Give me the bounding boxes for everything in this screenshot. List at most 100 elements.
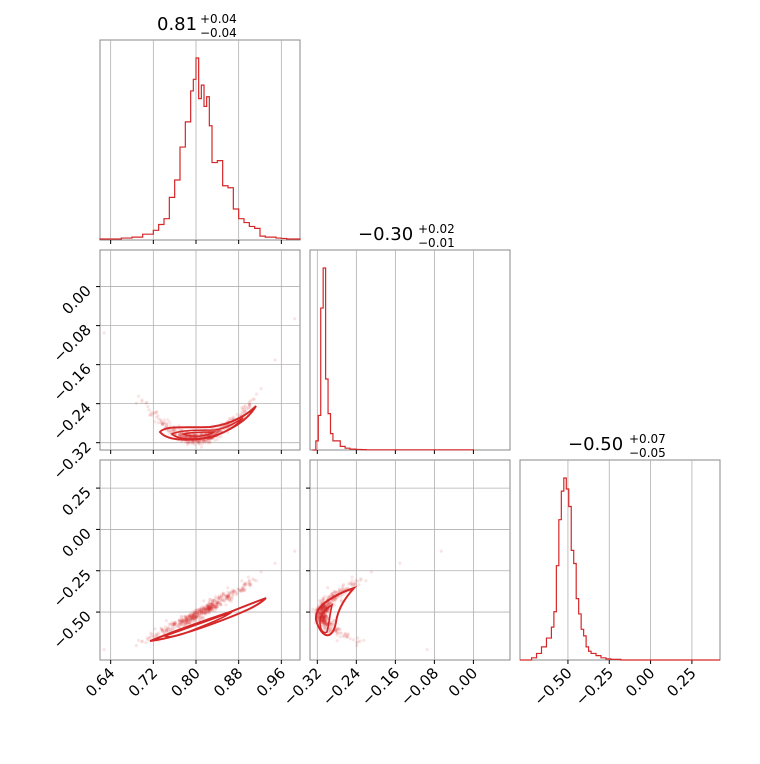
scatter-p2-p3-point-230 (346, 632, 350, 636)
scatter-p1-p3-point-389 (215, 606, 219, 610)
scatter-p1-p3-point-197 (210, 603, 214, 607)
scatter-p1-p3-point-438 (170, 624, 174, 628)
scatter-p1-p3-point-329 (186, 615, 190, 619)
scatter-p1-p3-point-158 (218, 602, 222, 606)
scatter-p1-p2-point-480 (259, 387, 263, 391)
scatter-p1-p3-point-358 (188, 618, 192, 622)
scatter-p2-p3-point-44 (324, 626, 328, 630)
scatter-p1-p3-point-190 (165, 629, 169, 633)
hist-p3-title-plus: +0.07 (629, 432, 666, 446)
scatter-p1-p3-point-183 (245, 581, 249, 585)
scatter-p1-p2-point-171 (145, 400, 149, 404)
scatter-p1-p2-point-516 (195, 433, 199, 437)
scatter-p2-p3-point-201 (322, 619, 326, 623)
scatter-p2-p3-point-461 (331, 622, 335, 626)
scatter-p2-p3-point-112 (328, 601, 332, 605)
scatter-p1-p3-point-482 (207, 605, 211, 609)
scatter-p1-p3-point-509 (180, 617, 184, 621)
scatter-p1-p3-point-39 (241, 589, 245, 593)
scatter-p1-p3-point-73 (179, 621, 183, 625)
scatter-p1-p2-point-513 (215, 430, 219, 434)
scatter-p1-p3-point-145 (188, 612, 192, 616)
scatter-p1-p2-point-126 (216, 429, 220, 433)
scatter-p1-p3-point-191 (160, 627, 164, 632)
scatter-p1-p2-point-283 (155, 415, 159, 419)
scatter-p2-p3-point-158 (327, 602, 331, 606)
scatter-p1-p3-point-16 (208, 605, 213, 609)
scatter-p2-p3-point-430 (322, 616, 326, 620)
scatter-p2-p3-point-458 (321, 618, 325, 623)
scatter-p1-p3-point-379 (237, 587, 241, 591)
scatter-p1-p2-point-43 (218, 429, 222, 433)
scatter-p2-p3-point-319 (333, 589, 337, 593)
scatter-p1-p3-point-348 (189, 613, 193, 617)
scatter-p1-p3-point-399 (209, 602, 213, 606)
scatter-p1-p3-point-448 (191, 612, 195, 616)
scatter-p2-p3-point-477 (324, 619, 328, 623)
scatter-p1-p3-point-447 (252, 578, 256, 582)
scatter-p2-p3-point-310 (323, 618, 327, 622)
scatter-p1-p3-point-116 (194, 615, 198, 619)
scatter-p1-p3-point-497 (203, 606, 207, 610)
scatter-p2-p3-point-15 (321, 597, 325, 601)
scatter-p2-p3-point-297 (321, 598, 325, 602)
scatter-p1-p3-point-498 (188, 614, 192, 618)
scatter-p1-p3-point-373 (174, 622, 178, 626)
scatter-p1-p3-point-415 (184, 619, 188, 624)
scatter-p2-p3-point-414 (332, 619, 336, 623)
scatter-p1-p3-point-180 (196, 608, 200, 612)
scatter-p1-p3-point-220 (147, 637, 151, 641)
scatter-p1-p2-point-113 (197, 442, 201, 446)
scatter-p1-p3-point-416 (180, 623, 184, 627)
scatter-p1-p3-point-481 (167, 622, 171, 626)
scatter-p2-p3-point-261 (319, 608, 324, 612)
scatter-p1-p3-point-229 (204, 611, 208, 615)
scatter-p1-p3-point-419 (219, 595, 223, 599)
scatter-p1-p3-point-91 (202, 607, 206, 612)
scatter-p1-p3-point-33 (207, 606, 211, 610)
scatter-p1-p3-point-107 (161, 627, 165, 632)
scatter-p1-p3-point-144 (183, 619, 187, 623)
scatter-p1-p3-point-103 (186, 617, 190, 621)
scatter-p1-p3-point-322 (227, 598, 231, 602)
scatter-p1-p2-point-383 (215, 430, 219, 435)
scatter-p2-p3-point-94 (321, 618, 326, 622)
scatter-p1-p3-point-292 (195, 615, 199, 619)
scatter-p2-p3-point-117 (339, 599, 343, 604)
scatter-p1-p3-point-58 (206, 606, 210, 610)
scatter-p1-p3-point-266 (210, 607, 214, 611)
scatter-p1-p3-point-146 (243, 583, 247, 587)
scatter-p1-p3-point-388 (140, 640, 144, 644)
scatter-p1-p3-point-109 (191, 613, 196, 617)
scatter-p1-p2-point-409 (178, 433, 182, 437)
scatter-p1-p3-point-199 (229, 596, 234, 600)
scatter-p1-p3-point-35 (240, 579, 244, 583)
scatter-p1-p3-point-435 (176, 623, 180, 627)
scatter-p1-p3-point-221 (211, 601, 215, 605)
scatter-p1-p3-point-60 (212, 604, 216, 609)
scatter-p1-p3-point-233 (193, 608, 197, 613)
scatter-p1-p3-point-93 (193, 609, 197, 613)
scatter-p1-p2-point-365 (136, 394, 141, 398)
scatter-p1-p3-point-340 (205, 604, 209, 609)
scatter-p2-p3-point-77 (321, 616, 325, 620)
scatter-p1-p3-point-140 (186, 618, 190, 622)
scatter-p1-p3-point-139 (160, 629, 165, 633)
scatter-p1-p3-point-101 (172, 623, 176, 627)
scatter-p1-p3-point-0 (293, 549, 297, 553)
scatter-p1-p3-point-332 (224, 603, 228, 607)
scatter-p1-p3-point-317 (185, 615, 189, 620)
scatter-p1-p2-point-361 (227, 417, 231, 421)
scatter-p2-p3-point-150 (322, 619, 326, 624)
scatter-p1-p3-point-446 (192, 617, 196, 621)
scatter-p2-p3-point-163 (346, 635, 350, 639)
scatter-p1-p2-contour-inner (180, 431, 217, 437)
scatter-p1-p2-point-0 (293, 317, 297, 321)
scatter-p1-p3-point-272 (212, 604, 216, 608)
scatter-p1-p3-point-469 (200, 605, 204, 609)
scatter-p1-p2-point-23 (243, 409, 247, 413)
scatter-p1-p3-point-85 (192, 611, 196, 616)
scatter-p1-p2-point-183 (245, 407, 249, 411)
scatter-p1-p3-point-55 (186, 618, 190, 622)
